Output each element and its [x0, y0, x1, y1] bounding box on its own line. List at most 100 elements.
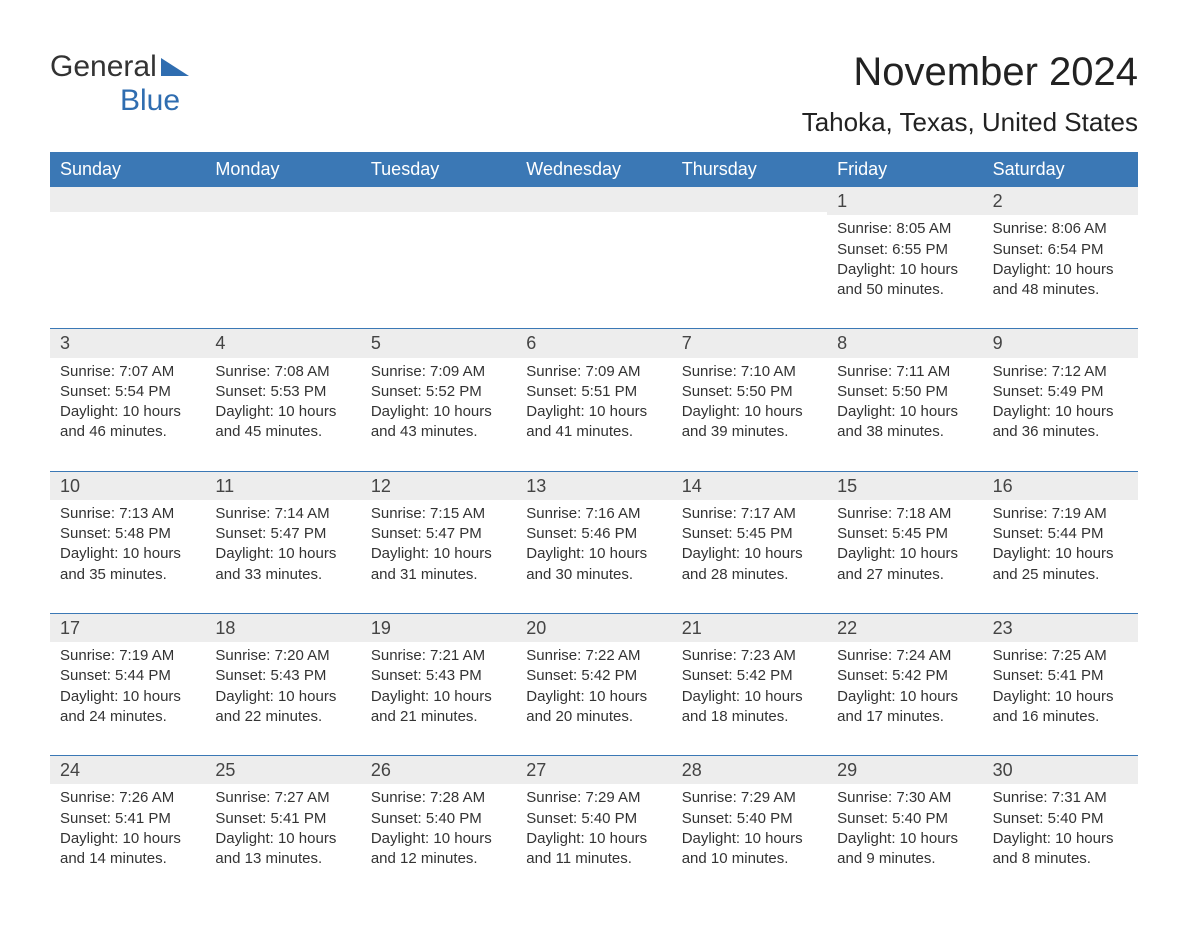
- sunset-text: Sunset: 5:41 PM: [60, 809, 195, 829]
- day1-text: Daylight: 10 hours: [837, 829, 972, 849]
- day1-text: Daylight: 10 hours: [993, 829, 1128, 849]
- sunrise-text: Sunrise: 7:23 AM: [682, 646, 817, 666]
- day-cell: 11Sunrise: 7:14 AMSunset: 5:47 PMDayligh…: [205, 472, 360, 613]
- day-number-bar: 11: [205, 472, 360, 500]
- sunrise-text: Sunrise: 7:31 AM: [993, 788, 1128, 808]
- sunrise-text: Sunrise: 7:19 AM: [60, 646, 195, 666]
- sunset-text: Sunset: 5:40 PM: [837, 809, 972, 829]
- day2-text: and 11 minutes.: [526, 849, 661, 869]
- day-cell: 6Sunrise: 7:09 AMSunset: 5:51 PMDaylight…: [516, 329, 671, 470]
- day-number-bar: 10: [50, 472, 205, 500]
- day2-text: and 31 minutes.: [371, 565, 506, 585]
- day-cell: [672, 187, 827, 328]
- day-number-bar: 7: [672, 329, 827, 357]
- day1-text: Daylight: 10 hours: [60, 544, 195, 564]
- day-cell: 28Sunrise: 7:29 AMSunset: 5:40 PMDayligh…: [672, 756, 827, 897]
- day-number-bar: 28: [672, 756, 827, 784]
- day-number-bar: 18: [205, 614, 360, 642]
- day-cell: 26Sunrise: 7:28 AMSunset: 5:40 PMDayligh…: [361, 756, 516, 897]
- title-block: November 2024 Tahoka, Texas, United Stat…: [802, 50, 1138, 138]
- day-number-bar: 27: [516, 756, 671, 784]
- day1-text: Daylight: 10 hours: [371, 687, 506, 707]
- day-cell: [205, 187, 360, 328]
- day2-text: and 18 minutes.: [682, 707, 817, 727]
- day1-text: Daylight: 10 hours: [526, 687, 661, 707]
- sunrise-text: Sunrise: 7:25 AM: [993, 646, 1128, 666]
- sunrise-text: Sunrise: 7:16 AM: [526, 504, 661, 524]
- day1-text: Daylight: 10 hours: [215, 402, 350, 422]
- day-number-bar: 29: [827, 756, 982, 784]
- day-number-bar: 2: [983, 187, 1138, 215]
- day1-text: Daylight: 10 hours: [837, 687, 972, 707]
- sunrise-text: Sunrise: 7:07 AM: [60, 362, 195, 382]
- day-number-bar: 25: [205, 756, 360, 784]
- day2-text: and 17 minutes.: [837, 707, 972, 727]
- sunset-text: Sunset: 5:43 PM: [215, 666, 350, 686]
- brand-text: General Blue: [50, 50, 189, 118]
- day2-text: and 27 minutes.: [837, 565, 972, 585]
- brand-logo: General Blue: [50, 50, 189, 118]
- sunset-text: Sunset: 5:44 PM: [993, 524, 1128, 544]
- day1-text: Daylight: 10 hours: [682, 544, 817, 564]
- day-cell: 14 Sunrise: 7:17 AMSunset: 5:45 PMDayligh…: [672, 472, 827, 613]
- day-cell: 7Sunrise: 7:10 AMSunset: 5:50 PMDaylight…: [672, 329, 827, 470]
- day2-text: and 28 minutes.: [682, 565, 817, 585]
- day-number-bar: 17: [50, 614, 205, 642]
- day-number-bar: 13: [516, 472, 671, 500]
- day-number-bar: 15: [827, 472, 982, 500]
- day1-text: Daylight: 10 hours: [993, 402, 1128, 422]
- day2-text: and 12 minutes.: [371, 849, 506, 869]
- day-cell: 19Sunrise: 7:21 AMSunset: 5:43 PMDayligh…: [361, 614, 516, 755]
- day2-text: and 35 minutes.: [60, 565, 195, 585]
- sunrise-text: Sunrise: 7:27 AM: [215, 788, 350, 808]
- day-cell: 20Sunrise: 7:22 AMSunset: 5:42 PMDayligh…: [516, 614, 671, 755]
- sunset-text: Sunset: 5:40 PM: [526, 809, 661, 829]
- day-number-bar: 16: [983, 472, 1138, 500]
- day-cell: 9Sunrise: 7:12 AMSunset: 5:49 PMDaylight…: [983, 329, 1138, 470]
- sunset-text: Sunset: 5:41 PM: [993, 666, 1128, 686]
- day2-text: and 50 minutes.: [837, 280, 972, 300]
- sunset-text: Sunset: 5:40 PM: [682, 809, 817, 829]
- day1-text: Daylight: 10 hours: [371, 829, 506, 849]
- sunset-text: Sunset: 5:45 PM: [682, 524, 817, 544]
- day1-text: Daylight: 10 hours: [993, 544, 1128, 564]
- sunset-text: Sunset: 6:55 PM: [837, 240, 972, 260]
- day-cell: 17Sunrise: 7:19 AMSunset: 5:44 PMDayligh…: [50, 614, 205, 755]
- day-number-bar: 23: [983, 614, 1138, 642]
- sunrise-text: Sunrise: 8:06 AM: [993, 219, 1128, 239]
- calendar-grid: SundayMondayTuesdayWednesdayThursdayFrid…: [50, 152, 1138, 897]
- sunrise-text: Sunrise: 7:28 AM: [371, 788, 506, 808]
- day-number-bar: 5: [361, 329, 516, 357]
- month-title: November 2024: [802, 50, 1138, 95]
- sunrise-text: Sunrise: 7:12 AM: [993, 362, 1128, 382]
- day-number-bar: 14: [672, 472, 827, 500]
- day2-text: and 13 minutes.: [215, 849, 350, 869]
- day-number-bar: 12: [361, 472, 516, 500]
- day-cell: 1Sunrise: 8:05 AMSunset: 6:55 PMDaylight…: [827, 187, 982, 328]
- week-row: 3Sunrise: 7:07 AMSunset: 5:54 PMDaylight…: [50, 328, 1138, 470]
- day-number-bar: [361, 187, 516, 212]
- day2-text: and 22 minutes.: [215, 707, 350, 727]
- sunrise-text: Sunrise: 7:09 AM: [526, 362, 661, 382]
- day1-text: Daylight: 10 hours: [837, 260, 972, 280]
- sunrise-text: Sunrise: 7:17 AM: [682, 504, 817, 524]
- sunset-text: Sunset: 5:40 PM: [993, 809, 1128, 829]
- day2-text: and 9 minutes.: [837, 849, 972, 869]
- weekday-header: Sunday: [50, 152, 205, 187]
- day-cell: [50, 187, 205, 328]
- sunrise-text: Sunrise: 7:22 AM: [526, 646, 661, 666]
- sunset-text: Sunset: 5:43 PM: [371, 666, 506, 686]
- weekday-header-row: SundayMondayTuesdayWednesdayThursdayFrid…: [50, 152, 1138, 187]
- day2-text: and 25 minutes.: [993, 565, 1128, 585]
- day-number-bar: 30: [983, 756, 1138, 784]
- sunset-text: Sunset: 5:42 PM: [526, 666, 661, 686]
- day1-text: Daylight: 10 hours: [371, 544, 506, 564]
- day-number-bar: [672, 187, 827, 212]
- day-number-bar: 21: [672, 614, 827, 642]
- header-row: General Blue November 2024 Tahoka, Texas…: [50, 50, 1138, 138]
- day-cell: 29Sunrise: 7:30 AMSunset: 5:40 PMDayligh…: [827, 756, 982, 897]
- day1-text: Daylight: 10 hours: [993, 260, 1128, 280]
- day1-text: Daylight: 10 hours: [682, 687, 817, 707]
- day-number-bar: 22: [827, 614, 982, 642]
- sunset-text: Sunset: 5:52 PM: [371, 382, 506, 402]
